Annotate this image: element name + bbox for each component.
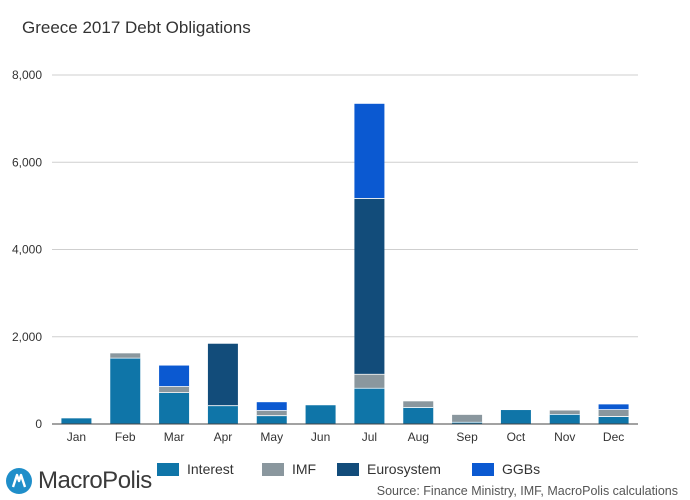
y-tick-label: 2,000 xyxy=(12,330,42,344)
bar-segment-interest xyxy=(159,392,190,424)
x-tick-label: Aug xyxy=(408,430,429,444)
y-tick-label: 8,000 xyxy=(12,68,42,82)
y-tick-label: 4,000 xyxy=(12,243,42,257)
legend-label: IMF xyxy=(292,461,317,477)
logo-text: MacroPolis xyxy=(38,467,152,494)
bar-segment-interest xyxy=(61,418,92,424)
x-tick-label: Jul xyxy=(362,430,377,444)
bar-segment-imf xyxy=(159,386,190,393)
x-tick-label: Sep xyxy=(456,430,478,444)
legend-swatch xyxy=(262,462,284,476)
chart-legend: Interest IMF Eurosystem GGBs xyxy=(0,461,690,483)
chart-title: Greece 2017 Debt Obligations xyxy=(22,18,251,37)
legend-label: Interest xyxy=(187,461,234,477)
bar-segment-interest xyxy=(500,410,531,424)
bar-segment-interest xyxy=(305,405,336,424)
bar-segment-ggbs xyxy=(256,402,287,411)
y-tick-label: 0 xyxy=(35,417,42,431)
legend-item-eurosystem: Eurosystem xyxy=(337,461,441,477)
bar-segment-interest xyxy=(403,407,434,424)
legend-label: GGBs xyxy=(502,461,541,477)
x-tick-label: Feb xyxy=(115,430,136,444)
bar-segment-ggbs xyxy=(598,404,629,410)
bar-segment-interest xyxy=(110,358,141,424)
x-tick-label: Jan xyxy=(67,430,86,444)
bar-segment-interest xyxy=(354,388,385,424)
x-tick-label: Dec xyxy=(603,430,624,444)
bar-segment-imf xyxy=(549,410,580,415)
macropolis-logo-icon xyxy=(6,468,32,494)
bar-segment-eurosystem xyxy=(354,198,385,375)
legend-swatch xyxy=(337,462,359,476)
bar-segment-imf xyxy=(256,410,287,416)
bar-segment-imf xyxy=(452,414,483,423)
x-tick-label: Nov xyxy=(554,430,575,444)
bar-segment-imf xyxy=(354,374,385,389)
x-tick-label: Oct xyxy=(507,430,526,444)
legend-item-interest: Interest xyxy=(157,461,234,477)
legend-label: Eurosystem xyxy=(367,461,441,477)
x-tick-label: Apr xyxy=(214,430,233,444)
x-tick-label: Jun xyxy=(311,430,330,444)
legend-swatch xyxy=(472,462,494,476)
legend-item-imf: IMF xyxy=(262,461,316,477)
stacked-bar-chart: 0 2,000 4,000 6,000 8,000 Jan Feb Mar Apr May Jun J… xyxy=(12,68,638,444)
bar-segment-imf xyxy=(403,401,434,408)
x-tick-label: Mar xyxy=(164,430,185,444)
bar-segment-interest xyxy=(452,422,483,424)
x-tick-label: May xyxy=(260,430,283,444)
bar-segment-ggbs xyxy=(159,365,190,387)
bar-segment-interest xyxy=(549,414,580,424)
legend-item-ggbs: GGBs xyxy=(472,461,540,477)
bar-segment-ggbs xyxy=(354,103,385,199)
bar-segment-imf xyxy=(598,409,629,417)
bar-segment-interest xyxy=(256,415,287,424)
bar-segment-interest xyxy=(598,416,629,424)
y-tick-label: 6,000 xyxy=(12,155,42,169)
source-note: Source: Finance Ministry, IMF, MacroPoli… xyxy=(376,484,678,498)
legend-swatch xyxy=(157,462,179,476)
bar-segment-interest xyxy=(207,405,238,424)
bar-segment-imf xyxy=(110,353,141,359)
bar-segment-eurosystem xyxy=(207,343,238,406)
macropolis-logo: MacroPolis xyxy=(4,466,152,496)
